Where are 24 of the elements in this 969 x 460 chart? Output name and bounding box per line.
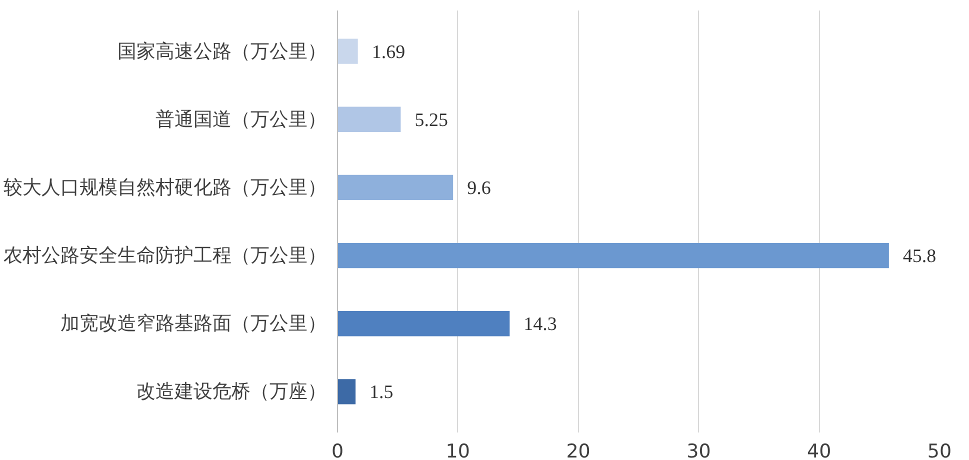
bar xyxy=(338,311,510,336)
bar xyxy=(338,174,454,200)
x-tick-label: 50 xyxy=(927,440,952,460)
data-label: 1.5 xyxy=(370,382,394,404)
x-tick-label: 40 xyxy=(807,440,832,460)
bar xyxy=(338,242,889,268)
y-tick-label: 改造建设危桥（万座） xyxy=(136,380,326,403)
y-tick-label: 农村公路安全生命防护工程（万公里） xyxy=(4,244,326,267)
data-label: 1.69 xyxy=(372,42,406,63)
data-label: 5.25 xyxy=(414,110,448,131)
y-tick-label: 加宽改造窄路基路面（万公里） xyxy=(60,312,326,335)
x-tick-label: 20 xyxy=(566,440,590,460)
data-label: 9.6 xyxy=(467,178,491,199)
y-tick-label: 较大人口规模自然村硬化路（万公里） xyxy=(4,176,326,198)
bar xyxy=(338,38,358,64)
data-label: 45.8 xyxy=(902,246,936,268)
data-label: 14.3 xyxy=(524,314,557,336)
y-tick-label: 普通国道（万公里） xyxy=(156,108,326,130)
x-tick-label: 30 xyxy=(686,440,711,460)
x-tick-label: 10 xyxy=(446,440,470,460)
y-tick-label: 国家高速公路（万公里） xyxy=(118,40,326,62)
x-tick-label: 0 xyxy=(331,440,344,460)
bar xyxy=(338,106,401,132)
bar xyxy=(338,379,356,404)
